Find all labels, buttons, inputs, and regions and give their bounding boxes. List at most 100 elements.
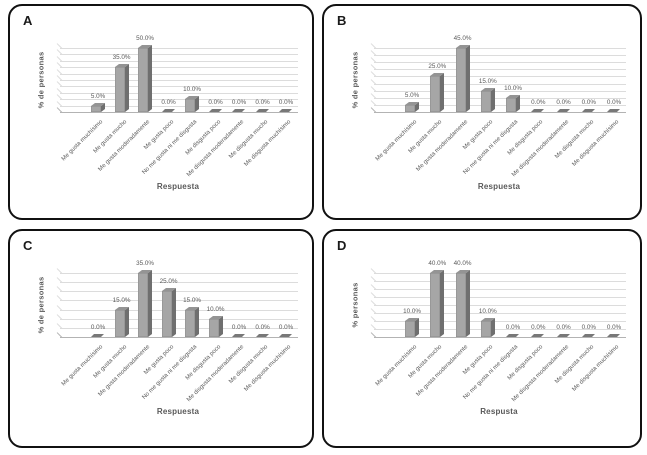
x-axis-line xyxy=(56,332,298,338)
gridline-depth-tick xyxy=(370,107,377,113)
gridline-depth-tick xyxy=(370,276,377,282)
x-axis-title: Respuesta xyxy=(156,182,200,191)
plot-area: 10.0% Me gusta muchísimo 40.0% Me gusta muc… xyxy=(324,231,640,446)
gridline xyxy=(370,78,626,85)
gridline xyxy=(370,85,626,92)
plot-area: 5.0% Me gusta muchísimo 35.0% Me gusta much… xyxy=(10,6,312,218)
panel-d: D % personas 10.0% Me gusta muchísimo 40.0… xyxy=(322,229,642,448)
gridline xyxy=(370,276,626,282)
data-label: 0.0% xyxy=(278,99,294,106)
gridline xyxy=(56,94,298,101)
data-label: 0.0% xyxy=(231,99,247,106)
plot-area: 5.0% Me gusta muchísimo 25.0% Me gusta much… xyxy=(324,6,640,218)
data-label: 10.0% xyxy=(478,308,497,315)
data-label: 10.0% xyxy=(403,308,421,315)
gridline xyxy=(56,277,298,284)
category-label: Me disgusta poco xyxy=(184,344,222,382)
gridline xyxy=(370,92,626,99)
gridline-depth-tick xyxy=(370,85,377,92)
gridline-depth-tick xyxy=(370,71,377,78)
data-label: 5.0% xyxy=(404,91,420,99)
data-label: 0.0% xyxy=(278,324,294,331)
gridline-depth-tick xyxy=(370,332,377,338)
data-label: 0.0% xyxy=(255,99,270,106)
data-label: 0.0% xyxy=(531,99,546,106)
gridline xyxy=(370,50,626,57)
data-label: 40.0% xyxy=(453,260,472,267)
bar xyxy=(114,67,125,112)
gridline xyxy=(370,308,626,314)
gridline xyxy=(370,284,626,290)
data-label: 0.0% xyxy=(255,324,270,331)
gridline xyxy=(56,81,298,88)
data-label: 5.0% xyxy=(90,92,106,100)
gridline xyxy=(56,49,298,56)
gridline xyxy=(56,286,298,293)
gridline-depth-tick xyxy=(370,50,377,56)
category-label: No me gusta ni me disgusta xyxy=(141,119,199,176)
gridline-depth-tick xyxy=(56,107,63,113)
bar-side-face xyxy=(124,64,129,112)
gridline xyxy=(370,324,626,330)
bar xyxy=(91,105,101,112)
category-label: Me gusta mucho xyxy=(92,344,128,380)
data-label: 0.0% xyxy=(581,99,596,106)
bar xyxy=(480,321,491,337)
gridline-depth-tick xyxy=(56,94,63,101)
category-label: Me disgusta moderadamente xyxy=(186,119,246,179)
gridline-depth-tick xyxy=(56,43,63,49)
gridline-depth-tick xyxy=(56,268,63,274)
gridline xyxy=(370,100,626,106)
bar xyxy=(161,291,172,337)
data-label: 0.0% xyxy=(161,99,176,106)
bar-side-face xyxy=(440,73,445,112)
gridline xyxy=(56,43,298,49)
gridline xyxy=(56,295,298,302)
category-label: Me disgusta mucho xyxy=(227,119,269,161)
gridline-depth-tick xyxy=(56,277,63,283)
panel-b: B % de personas 5.0% Me gusta muchísimo 25… xyxy=(322,4,642,220)
data-label: 25.0% xyxy=(159,278,178,286)
bar xyxy=(114,309,125,337)
gridline xyxy=(56,68,298,75)
gridline-depth-tick xyxy=(370,300,377,306)
gridline-depth-tick xyxy=(56,295,63,302)
gridline xyxy=(370,64,626,71)
gridline xyxy=(56,268,298,274)
bar xyxy=(138,48,148,112)
gridline-depth-tick xyxy=(370,268,377,274)
x-axis-line xyxy=(370,107,626,113)
category-label: Me disgusta muchísimo xyxy=(243,344,293,393)
gridline-depth-tick xyxy=(370,64,377,71)
gridline xyxy=(56,75,298,81)
gridline-depth-tick xyxy=(370,57,377,64)
data-label: 0.0% xyxy=(556,324,571,331)
data-label: 40.0% xyxy=(428,260,447,267)
gridline-depth-tick xyxy=(370,308,377,314)
x-axis-title: Respuesta xyxy=(477,182,521,191)
data-label: 10.0% xyxy=(183,86,201,94)
bar xyxy=(480,90,491,112)
bar-side-face xyxy=(465,269,470,337)
category-label: Me disgusta poco xyxy=(184,119,222,157)
category-label: Me disgusta mucho xyxy=(227,344,269,386)
data-label: 0.0% xyxy=(581,324,596,331)
data-label: 50.0% xyxy=(136,35,154,42)
gridline xyxy=(56,323,298,329)
category-label: Me gusta poco xyxy=(142,344,175,377)
data-label: 45.0% xyxy=(453,35,472,42)
bar-side-face xyxy=(124,306,129,337)
x-axis-line xyxy=(370,332,626,338)
data-label: 25.0% xyxy=(428,63,447,71)
bar xyxy=(208,318,219,337)
x-axis-title: Respusta xyxy=(480,407,518,416)
gridline-depth-tick xyxy=(56,75,63,81)
gridline xyxy=(370,292,626,298)
gridline-depth-tick xyxy=(370,92,377,99)
bar xyxy=(405,104,415,112)
panel-letter: A xyxy=(23,13,33,28)
category-label: Me gusta mucho xyxy=(92,119,128,155)
gridline xyxy=(56,87,298,94)
gridline-depth-tick xyxy=(56,62,63,69)
